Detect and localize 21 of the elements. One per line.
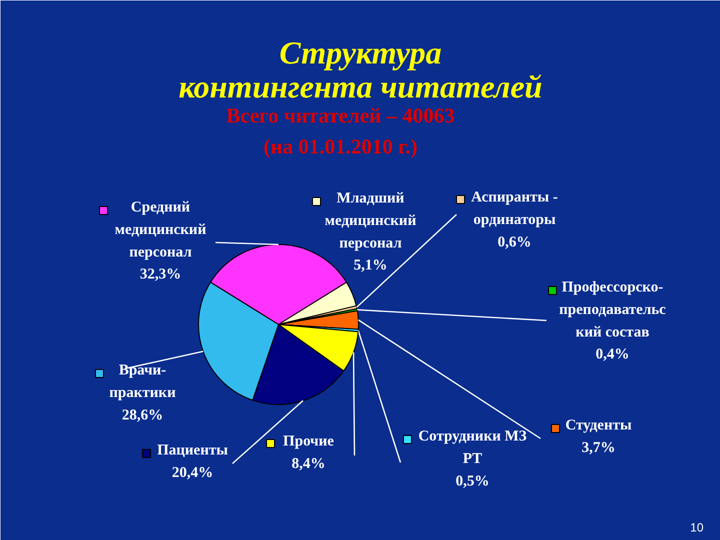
data-label: 32,3% [140, 266, 182, 283]
legend-label: Пациенты [157, 442, 228, 458]
legend-label: Профессорско- преподавательс кий состав [559, 280, 666, 340]
legend-label: Сотрудники МЗ РТ [418, 428, 527, 467]
data-label: 0,4% [596, 346, 630, 363]
data-label: 20,4% [172, 464, 214, 481]
data-label: 28,6% [122, 407, 164, 424]
data-label: 0,5% [456, 473, 490, 490]
legend-label: Младший медицинский персонал [324, 190, 417, 252]
legend-label: Врачи- практики [109, 362, 176, 401]
chart-title: Структура контингента читателей [178, 34, 542, 105]
data-label: 3,7% [582, 440, 616, 456]
data-label: 5,1% [354, 258, 388, 274]
data-label: 8,4% [292, 456, 326, 472]
text: 10 [690, 520, 704, 534]
legend-label: Прочие [283, 434, 334, 450]
legend-label: Средний медицинский персонал [114, 200, 207, 260]
data-label: 0,6% [498, 234, 532, 250]
legend-label: Аспиранты - ординаторы [471, 190, 558, 228]
legend-label: Студенты [565, 418, 632, 434]
chart-subtitle: Всего читателей – 40063 (на 01.01.2010 г.) [226, 104, 455, 159]
